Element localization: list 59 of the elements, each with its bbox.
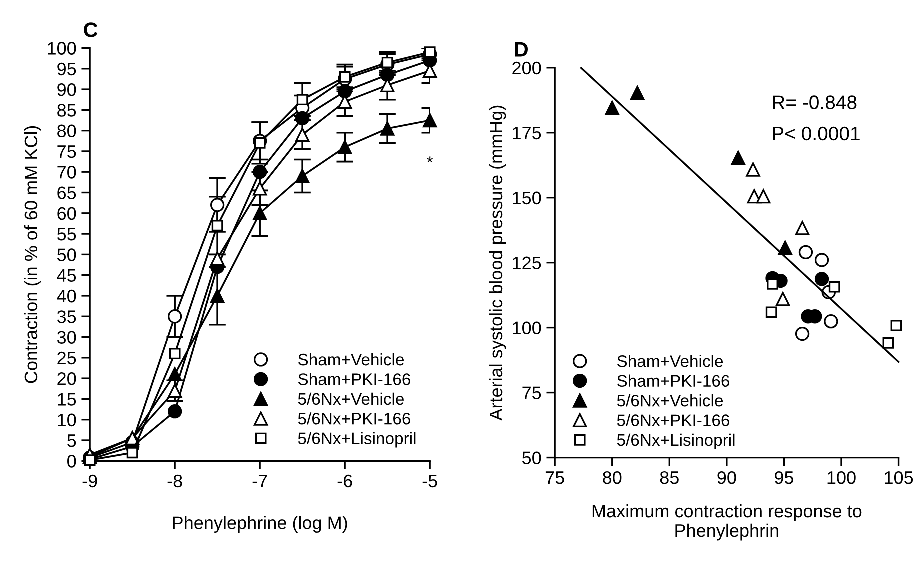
y-tick-label: 10 xyxy=(58,414,76,427)
x-axis-title: Maximum contraction response to Phenylephrin xyxy=(592,504,862,541)
x-tick-label: 80 xyxy=(603,471,622,484)
y-tick-label: 85 xyxy=(58,104,76,117)
y-tick-label: 5 xyxy=(68,434,76,448)
y-tick-label: 75 xyxy=(58,146,76,158)
y-tick-label: 15 xyxy=(58,393,76,406)
y-tick-label: 30 xyxy=(57,331,76,344)
legend-label: Sham+Vehicle xyxy=(298,353,404,366)
x-tick-label: -5 xyxy=(422,475,438,488)
x-tick-label: 95 xyxy=(775,471,794,484)
legend-label: 5/6Nx+Lisinopril xyxy=(617,434,735,450)
y-tick-label: 40 xyxy=(57,290,76,303)
chart-title: C xyxy=(84,22,98,38)
x-tick-label: 100 xyxy=(828,471,856,484)
legend-label: 5/6Nx+Vehicle xyxy=(298,392,404,406)
legend-label: Sham+PKI-166 xyxy=(618,374,730,388)
x-tick-label: 90 xyxy=(718,471,736,484)
legend-label: Sham+Vehicle xyxy=(618,355,724,368)
x-tick-label: 75 xyxy=(546,472,564,484)
annotation: * xyxy=(427,156,434,163)
x-tick-label: 85 xyxy=(660,471,679,484)
y-axis-title: Contraction (in % of 60 mM KCl) xyxy=(24,126,42,384)
legend-label: Sham+PKI-166 xyxy=(298,373,410,386)
y-tick-label: 200 xyxy=(512,62,542,75)
y-tick-label: 0 xyxy=(68,455,76,468)
y-tick-label: 100 xyxy=(48,42,76,55)
annotation: R= -0.848 xyxy=(773,96,857,110)
y-axis-title: Arterial systolic blood pressure (mmHg) xyxy=(489,106,506,421)
y-tick-label: 50 xyxy=(58,248,76,262)
y-tick-label: 60 xyxy=(58,207,76,220)
x-tick-label: -6 xyxy=(338,474,352,488)
y-tick-label: 45 xyxy=(57,269,76,282)
y-tick-label: 125 xyxy=(513,256,542,270)
y-tick-label: 150 xyxy=(513,192,542,205)
y-tick-label: 20 xyxy=(58,372,76,386)
y-tick-label: 175 xyxy=(513,126,542,140)
x-tick-label: -9 xyxy=(82,474,98,488)
legend-label: 5/6Nx+Vehicle xyxy=(617,394,724,407)
legend-label: 5/6Nx+PKI-166 xyxy=(298,412,410,425)
x-tick-label: -8 xyxy=(168,474,182,488)
y-tick-label: 90 xyxy=(58,83,76,96)
legend-label: 5/6Nx+Lisinopril xyxy=(298,432,416,448)
y-tick-label: 70 xyxy=(58,166,76,179)
y-tick-label: 100 xyxy=(513,322,542,335)
y-tick-label: 95 xyxy=(58,62,76,76)
chart-title: D xyxy=(515,42,528,57)
y-tick-label: 75 xyxy=(522,386,542,400)
y-tick-label: 55 xyxy=(58,228,76,241)
y-tick-label: 25 xyxy=(58,352,76,365)
x-axis-title: Phenylephrine (log M) xyxy=(173,516,348,533)
x-tick-label: -7 xyxy=(252,475,268,488)
y-tick-label: 80 xyxy=(58,124,76,138)
annotation: P< 0.0001 xyxy=(773,126,860,141)
x-tick-label: 105 xyxy=(885,471,914,484)
y-tick-label: 50 xyxy=(522,452,542,464)
legend-label: 5/6Nx+PKI-166 xyxy=(617,414,730,426)
y-tick-label: 35 xyxy=(57,310,76,324)
y-tick-label: 65 xyxy=(58,186,76,200)
